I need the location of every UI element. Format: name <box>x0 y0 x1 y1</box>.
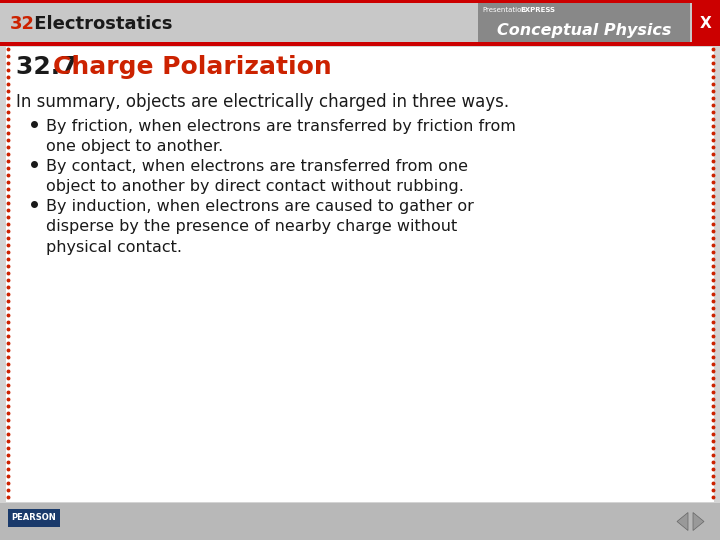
Text: 32: 32 <box>10 15 35 33</box>
Bar <box>8 509 60 527</box>
Polygon shape <box>677 512 688 530</box>
Text: By induction, when electrons are caused to gather or
disperse by the presence of: By induction, when electrons are caused … <box>46 199 474 255</box>
Text: X: X <box>700 16 712 31</box>
Bar <box>0 0 720 46</box>
Text: Conceptual Physics: Conceptual Physics <box>497 23 671 37</box>
Polygon shape <box>693 512 704 530</box>
Text: In summary, objects are electrically charged in three ways.: In summary, objects are electrically cha… <box>16 93 509 111</box>
Text: Electrostatics: Electrostatics <box>28 15 173 33</box>
Text: Charge Polarization: Charge Polarization <box>53 55 332 79</box>
Bar <box>0 42 720 46</box>
Text: 32.7: 32.7 <box>16 55 86 79</box>
Text: Presentation: Presentation <box>482 7 526 13</box>
Text: PEARSON: PEARSON <box>12 514 56 523</box>
Bar <box>478 3 690 42</box>
Bar <box>0 503 720 540</box>
Bar <box>692 0 720 46</box>
Text: By friction, when electrons are transferred by friction from
one object to anoth: By friction, when electrons are transfer… <box>46 119 516 154</box>
Text: By contact, when electrons are transferred from one
object to another by direct : By contact, when electrons are transferr… <box>46 159 468 194</box>
Text: EXPRESS: EXPRESS <box>520 7 555 13</box>
Bar <box>6 47 714 502</box>
Bar <box>0 0 720 3</box>
